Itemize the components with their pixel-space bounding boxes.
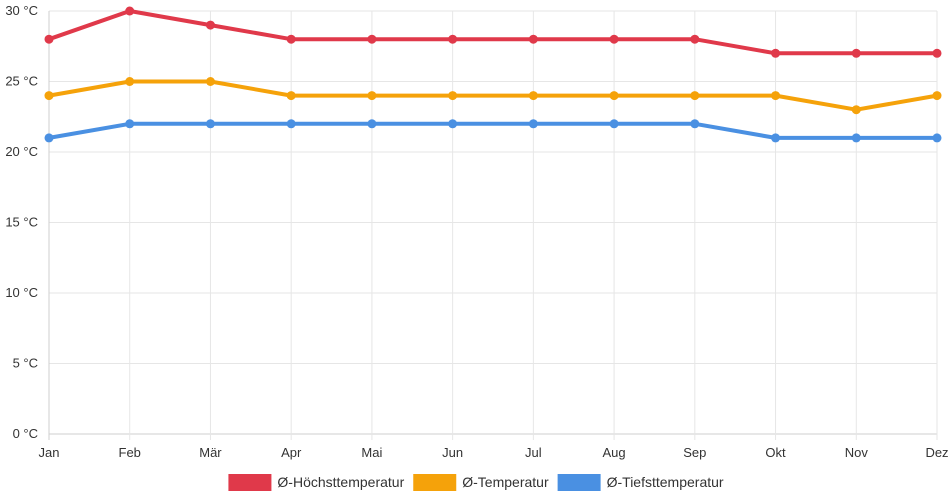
x-tick-label: Mär [199,445,222,460]
x-tick-label: Jul [525,445,542,460]
data-point [528,34,538,44]
y-tick-label: 20 °C [5,144,38,159]
x-tick-label: Okt [765,445,786,460]
data-point [851,133,861,143]
x-tick-label: Mai [361,445,382,460]
series-2 [44,119,942,143]
data-point [932,133,942,143]
x-tick-label: Sep [683,445,706,460]
x-tick-label: Jun [442,445,463,460]
data-point [44,34,54,44]
series-line [47,79,939,112]
data-point [771,48,781,58]
legend-item-0: Ø-Höchsttemperatur [228,474,405,491]
data-point [44,91,54,101]
data-point [44,133,54,143]
legend-label: Ø-Tiefsttemperatur [607,474,724,490]
x-tick-label: Dez [925,445,948,460]
data-point [367,119,377,129]
legend-swatch [228,474,272,491]
data-point [932,91,942,101]
legend-swatch [413,474,457,491]
x-tick-label: Apr [281,445,302,460]
data-point [205,20,215,30]
data-point [932,48,942,58]
data-point [851,48,861,58]
data-point [286,34,296,44]
data-point [286,119,296,129]
data-point [125,77,135,86]
data-point [125,119,135,129]
data-point [367,91,377,101]
grid [48,10,938,440]
x-tick-label: Aug [603,445,626,460]
axes: 0 °C 5 °C 10 °C 15 °C 20 °C 25 °C 30 °C Jan Feb M… [5,3,948,460]
data-point [528,91,538,101]
data-point [609,34,619,44]
data-point [771,133,781,143]
data-point [367,34,377,44]
y-tick-label: 10 °C [5,285,38,300]
legend: Ø-Höchsttemperatur Ø-Temperatur Ø-Tiefstte… [228,474,724,491]
data-point [448,91,458,101]
y-tick-label: 25 °C [5,74,38,89]
data-point [851,105,861,115]
x-tick-label: Nov [845,445,869,460]
legend-label: Ø-Temperatur [462,474,549,490]
legend-label: Ø-Höchsttemperatur [277,474,404,490]
series-line [47,121,939,140]
data-point [528,119,538,129]
y-tick-label: 0 °C [13,426,38,441]
x-tick-label: Feb [119,445,141,460]
y-tick-label: 5 °C [13,356,38,371]
data-point [690,34,700,44]
data-point [448,119,458,129]
data-point [205,77,215,86]
data-point [771,91,781,101]
series-0 [44,6,942,58]
legend-item-1: Ø-Temperatur [413,474,549,491]
data-point [609,119,619,129]
series-group [44,6,942,143]
data-point [609,91,619,101]
data-point [286,91,296,101]
series-1 [44,77,942,115]
x-tick-label: Jan [39,445,60,460]
data-point [448,34,458,44]
data-point [690,119,700,129]
data-point [690,91,700,101]
data-point [205,119,215,129]
legend-swatch [557,474,601,491]
data-point [125,6,135,16]
legend-item-2: Ø-Tiefsttemperatur [557,474,724,491]
y-tick-label: 15 °C [5,215,38,230]
series-line [47,9,939,56]
y-tick-label: 30 °C [5,3,38,18]
